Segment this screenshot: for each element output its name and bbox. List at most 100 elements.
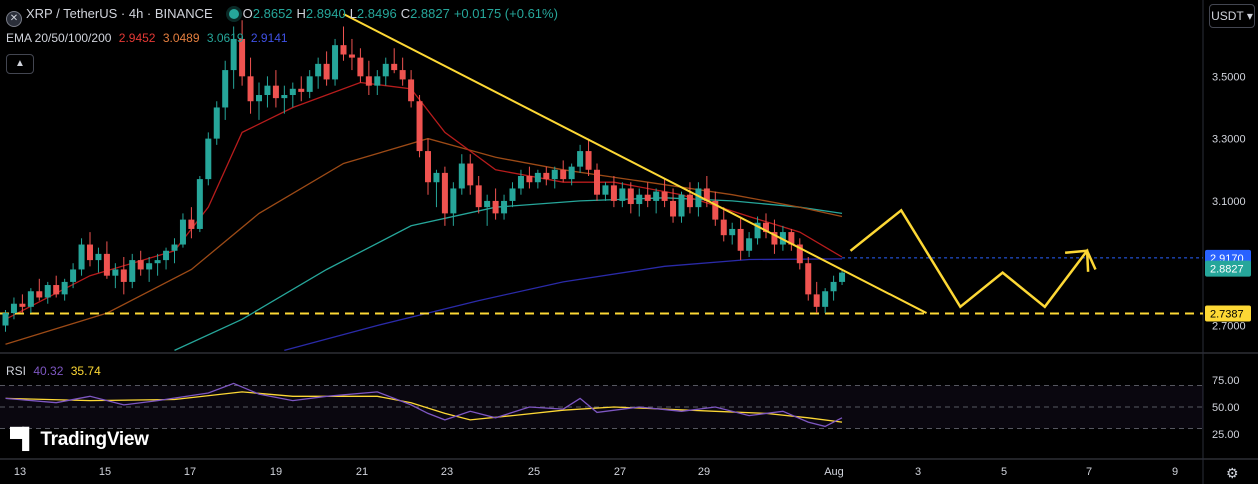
candle-body (425, 151, 431, 183)
candle-body (230, 38, 237, 71)
candle-body (87, 244, 93, 261)
rsi-tick-label: 50.00 (1212, 402, 1240, 414)
candle-body (467, 163, 474, 186)
candle-body (433, 172, 440, 183)
candle-body (95, 253, 102, 261)
candle-body (120, 269, 127, 282)
rsi-tick-label: 25.00 (1212, 429, 1240, 441)
candle-body (534, 172, 541, 183)
candle-body (484, 200, 491, 208)
ema100-line (174, 197, 843, 351)
candle-body (450, 188, 457, 214)
candle-body (340, 45, 347, 55)
y-tick-label: 2.7000 (1212, 321, 1246, 333)
candle-body (112, 269, 119, 276)
ohlc-key: C (400, 6, 411, 21)
candle-body (543, 172, 550, 180)
trendline[interactable] (343, 13, 928, 314)
x-tick-label: 21 (356, 466, 368, 478)
ema20-value: 2.9452 (118, 31, 156, 45)
xrp-logo-icon: ✕ (6, 11, 22, 27)
candle-body (661, 191, 668, 201)
currency-select[interactable]: USDT ▾ (1209, 4, 1255, 28)
candle-body (315, 63, 322, 77)
ema-legend[interactable]: EMA 20/50/100/200 2.9452 3.0489 3.0619 2… (6, 31, 292, 45)
x-tick-label: 15 (99, 466, 111, 478)
x-tick-label: 3 (915, 466, 921, 478)
ohlc-values: O2.8652 H2.8940 L2.8496 C2.8827 +0.0175 (+0.… (243, 6, 562, 21)
x-tick-label: 5 (1001, 466, 1007, 478)
x-tick-label: 19 (270, 466, 282, 478)
candle-body (610, 185, 617, 201)
candle-body (196, 179, 203, 229)
candle-body (458, 163, 465, 189)
rsi-tick-label: 75.00 (1212, 375, 1240, 387)
candle-body (644, 194, 651, 201)
candle-body (264, 85, 271, 96)
candle-body (36, 291, 43, 298)
candle-body (70, 269, 77, 282)
symbol-header: ✕ XRP / TetherUS · 4h · BINANCE O2.8652 H2.… (6, 6, 566, 27)
rsi-value: 40.32 (33, 364, 64, 378)
ema50-value: 3.0489 (162, 31, 200, 45)
candle-body (399, 70, 406, 80)
rsi-ma-line (5, 391, 843, 423)
candle-body (61, 281, 68, 295)
x-tick-label: 9 (1172, 466, 1178, 478)
x-tick-label: 25 (528, 466, 540, 478)
candle-body (670, 200, 677, 217)
candle-body (568, 166, 575, 180)
y-tick-label: 3.3000 (1212, 134, 1246, 146)
candle-body (754, 222, 761, 239)
candle-body (560, 169, 567, 180)
x-tick-label: 29 (698, 466, 710, 478)
candle-body (526, 176, 533, 183)
candle-body (272, 85, 279, 99)
candle-body (771, 232, 778, 245)
candle-body (365, 76, 372, 86)
candle-body (678, 194, 685, 217)
candle-body (332, 45, 339, 80)
candle-body (171, 244, 178, 251)
ema-label: EMA 20/50/100/200 (6, 31, 112, 45)
y-tick-label: 3.5000 (1212, 71, 1246, 83)
candle-body (577, 151, 584, 167)
ema50-line (5, 137, 843, 345)
rsi-legend[interactable]: RSI 40.32 35.74 (6, 364, 105, 378)
candle-body (416, 101, 423, 152)
candle-body (78, 244, 85, 270)
candle-body (517, 176, 524, 189)
candle-body (256, 95, 262, 102)
candle-body (44, 285, 51, 298)
candle-body (703, 188, 710, 201)
candle-body (627, 188, 634, 205)
candle-body (247, 76, 254, 102)
candle-body (222, 70, 229, 108)
candle-body (585, 151, 592, 170)
gear-icon[interactable]: ⚙ (1226, 465, 1239, 481)
candle-body (239, 38, 246, 77)
candle-body (374, 76, 381, 86)
x-tick-label: 7 (1086, 466, 1092, 478)
candle-body (805, 263, 812, 295)
candle-body (602, 185, 609, 195)
candle-body (839, 272, 846, 282)
candle-body (813, 294, 820, 307)
candle-body (636, 194, 643, 205)
chevron-up-icon[interactable]: ▲ (6, 54, 34, 74)
candle-body (323, 63, 330, 80)
symbol-title[interactable]: XRP / TetherUS · 4h · BINANCE (26, 6, 213, 21)
price-tag-label: 2.8827 (1210, 264, 1244, 276)
ema200-value: 2.9141 (250, 31, 288, 45)
ohlc-value: 2.8496 (356, 6, 397, 21)
tradingview-logo[interactable]: ▀▌ TradingView (10, 428, 149, 451)
y-tick-label: 3.1000 (1212, 196, 1246, 208)
market-status-icon (228, 9, 239, 19)
candle-body (146, 263, 153, 270)
x-tick-label: 13 (14, 466, 26, 478)
ohlc-value: +0.0175 (+0.61%) (453, 6, 558, 21)
candle-body (763, 222, 769, 233)
ohlc-key: H (296, 6, 306, 21)
x-tick-label: 27 (614, 466, 626, 478)
